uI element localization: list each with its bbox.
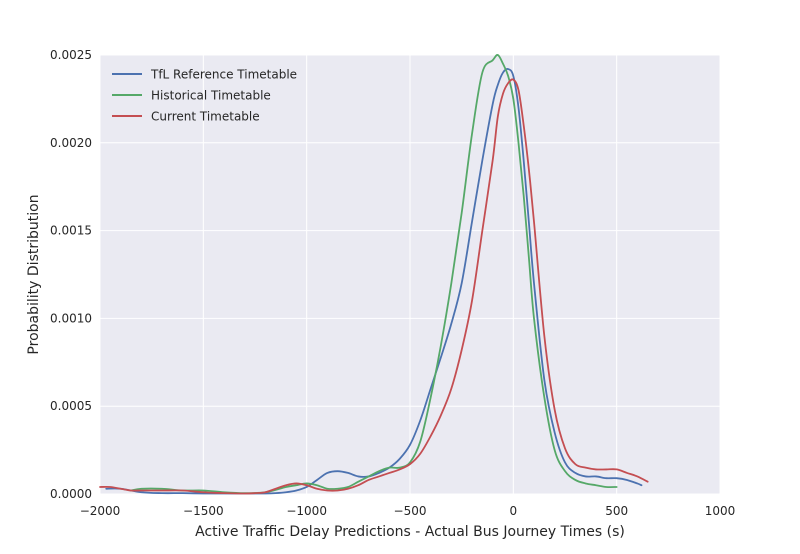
y-tick-label: 0.0020 [50,136,92,150]
y-tick-label: 0.0025 [50,48,92,62]
x-tick-labels: −2000 −1500 −1000 −500 0 500 1000 [80,504,736,518]
y-tick-label: 0.0000 [50,487,92,501]
y-tick-labels: 0.0000 0.0005 0.0010 0.0015 0.0020 0.0025 [50,48,92,501]
x-tick-label: −1000 [286,504,327,518]
legend-label: Historical Timetable [151,89,271,103]
legend: TfL Reference Timetable Historical Timeta… [112,68,297,124]
y-tick-label: 0.0015 [50,224,92,238]
series-lines [99,54,649,495]
legend-label: Current Timetable [151,110,260,124]
x-tick-label: −500 [394,504,427,518]
x-tick-label: −1500 [183,504,224,518]
x-tick-label: −2000 [80,504,121,518]
y-tick-label: 0.0005 [50,399,92,413]
x-axis-label: Active Traffic Delay Predictions - Actua… [195,524,625,540]
x-tick-label: 1000 [705,504,736,518]
x-tick-label: 0 [510,504,518,518]
x-tick-label: 500 [605,504,628,518]
y-axis-label: Probability Distribution [26,194,42,354]
y-tick-label: 0.0010 [50,311,92,325]
legend-label: TfL Reference Timetable [150,68,297,82]
series-line-2 [99,78,649,495]
